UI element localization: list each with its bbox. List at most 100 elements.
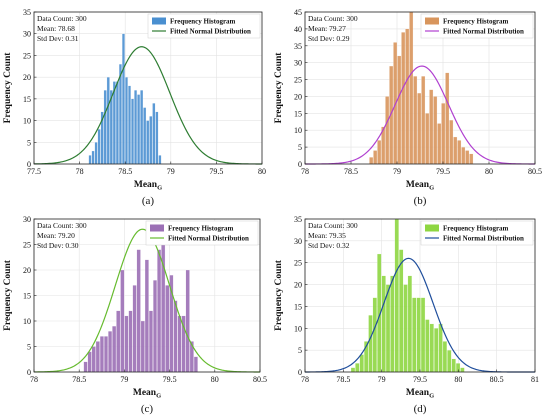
- x-tick-label: 80.5: [253, 375, 267, 384]
- histogram-bar: [372, 297, 377, 373]
- x-tick-label: 80: [258, 167, 266, 176]
- histogram-bar: [447, 350, 452, 373]
- histogram-bar: [144, 259, 149, 373]
- histogram-bar: [134, 90, 138, 165]
- x-tick-label: 78: [301, 167, 309, 176]
- stats-line: Mean: 79.35: [308, 231, 346, 240]
- fitted-normal-curve: [305, 65, 536, 165]
- histogram-bar: [177, 315, 182, 373]
- histogram-bar: [416, 297, 421, 373]
- x-tick-label: 80: [485, 167, 493, 176]
- y-tick-label: 10: [23, 117, 31, 126]
- histogram-bar: [132, 285, 137, 373]
- histogram-bar: [140, 90, 144, 165]
- histogram-bar: [350, 367, 356, 373]
- x-tick-label: 77.5: [27, 167, 41, 176]
- histogram-bar: [377, 140, 382, 165]
- legend: Frequency Histogram Fitted Normal Distrib…: [420, 13, 534, 39]
- y-tick-label: 15: [23, 95, 31, 104]
- histogram-bar: [420, 297, 426, 373]
- y-tick-label: 30: [294, 59, 302, 68]
- y-tick-label: 20: [294, 281, 302, 290]
- legend-label: Fitted Normal Distribution: [168, 235, 249, 243]
- histogram-bar: [153, 280, 157, 373]
- stats-line: Std Dev: 0.32: [308, 241, 350, 250]
- histogram-bar: [155, 111, 159, 165]
- x-axis-label: MeanG: [134, 180, 162, 192]
- x-axis-label-main: Mean: [134, 180, 158, 190]
- panel-label: (c): [141, 403, 154, 415]
- histogram-bar: [87, 351, 92, 373]
- histogram-bar: [385, 96, 390, 165]
- y-tick-label: 35: [23, 8, 31, 17]
- y-tick-label: 10: [294, 126, 302, 135]
- histogram-bar: [95, 341, 100, 373]
- x-tick-label: 81: [531, 375, 539, 384]
- histogram-bar: [461, 146, 466, 165]
- x-axis-label-main: Mean: [133, 388, 157, 398]
- legend-label: Fitted Normal Distribution: [443, 28, 524, 36]
- legend-box: [420, 13, 534, 39]
- legend: Frequency Histogram Fitted Normal Distrib…: [420, 220, 534, 246]
- y-tick-label: 25: [23, 241, 31, 250]
- histogram-bar: [88, 155, 92, 165]
- histogram-bar: [373, 150, 378, 165]
- histogram-bar: [158, 155, 162, 165]
- histogram-bar: [94, 142, 98, 165]
- stats-line: Std Dev: 0.29: [308, 34, 350, 43]
- histogram-bar: [128, 85, 131, 165]
- y-tick-label: 0: [298, 160, 302, 169]
- x-tick-label: 78.5: [118, 167, 132, 176]
- stats-line: Data Count: 300: [37, 14, 87, 23]
- x-tick-label: 79: [393, 167, 401, 176]
- histogram-bar: [453, 136, 458, 165]
- legend-label: Fitted Normal Distribution: [170, 28, 251, 36]
- x-tick-label: 80: [454, 375, 462, 384]
- histogram-bar: [451, 358, 456, 373]
- y-tick-label: 15: [294, 109, 302, 118]
- histogram-bar: [193, 356, 198, 373]
- panel-label: (b): [414, 195, 427, 207]
- histogram-bar: [401, 32, 406, 165]
- histogram-bar: [368, 315, 373, 373]
- histogram-bar: [385, 284, 391, 373]
- legend-swatch-histogram: [150, 224, 164, 232]
- histogram-bar: [149, 116, 153, 165]
- x-axis-label-subscript: G: [429, 393, 434, 400]
- x-tick-label: 78.5: [336, 375, 350, 384]
- histogram-bar: [437, 123, 442, 165]
- x-tick-label: 78: [76, 167, 84, 176]
- x-tick-label: 78.5: [72, 375, 86, 384]
- y-tick-label: 20: [23, 73, 31, 82]
- histogram-bar: [112, 325, 117, 373]
- x-tick-label: 79.5: [413, 375, 427, 384]
- x-tick-label: 79.5: [163, 375, 177, 384]
- y-tick-label: 25: [294, 259, 302, 268]
- histogram-bar: [104, 336, 108, 373]
- stats-line: Mean: 79.27: [308, 24, 346, 33]
- histogram-bar: [434, 328, 439, 373]
- histogram-bar: [157, 249, 162, 373]
- histogram-bar: [438, 323, 443, 373]
- x-tick-label: 80: [211, 375, 219, 384]
- y-tick-label: 5: [298, 143, 302, 152]
- histogram-bar: [460, 367, 465, 373]
- y-axis-label: Frequency Count: [274, 259, 284, 331]
- y-tick-label: 5: [298, 346, 302, 355]
- histogram-bar: [425, 319, 430, 373]
- histogram-bar: [91, 346, 96, 373]
- histogram-bar: [397, 55, 402, 165]
- y-axis-label: Frequency Count: [3, 259, 13, 331]
- histogram-bar: [417, 92, 422, 165]
- histogram-bar: [449, 119, 454, 165]
- y-tick-label: 15: [23, 292, 31, 301]
- axes-frame: [304, 11, 536, 165]
- legend-box: [420, 220, 534, 246]
- legend-label: Fitted Normal Distribution: [443, 235, 524, 243]
- histogram-bar: [131, 98, 134, 165]
- y-tick-label: 10: [23, 317, 31, 326]
- histogram-bar: [143, 107, 147, 165]
- legend-label: Frequency Histogram: [168, 225, 234, 233]
- x-tick-label: 79.5: [436, 167, 450, 176]
- stats-line: Mean: 79.20: [37, 231, 75, 240]
